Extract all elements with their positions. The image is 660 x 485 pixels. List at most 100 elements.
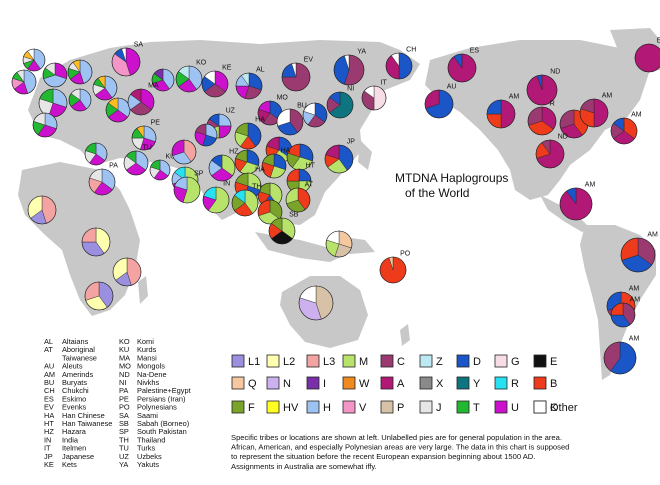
pie-label: ND bbox=[558, 134, 568, 141]
pie-ke: KE bbox=[201, 65, 232, 98]
pie-outline bbox=[361, 85, 387, 111]
abbreviation-name: Polynesians bbox=[137, 403, 177, 412]
pie-th: TH bbox=[231, 184, 261, 217]
pie-outline bbox=[194, 123, 218, 147]
abbreviation-name: Aleuts bbox=[62, 362, 83, 371]
title-line: MTDNA Haplogroups bbox=[395, 171, 508, 185]
abbreviation-code: YA bbox=[119, 460, 128, 469]
abbreviation-entry: AT Aboriginal bbox=[44, 345, 95, 354]
pie-outline bbox=[81, 227, 111, 257]
pie-unlabelled bbox=[11, 69, 37, 95]
abbreviation-name: Buryats bbox=[62, 378, 87, 387]
pie-bu: BU bbox=[276, 103, 307, 136]
pie-label: UZ bbox=[226, 108, 236, 115]
legend-label: C bbox=[397, 356, 405, 368]
legend-label: X bbox=[436, 378, 444, 390]
pie-label: TH bbox=[252, 184, 261, 191]
pie-unlabelled bbox=[171, 139, 197, 165]
pie-label: SP bbox=[194, 171, 204, 178]
pie-outline bbox=[234, 122, 262, 150]
legend-item-a: A bbox=[380, 376, 405, 390]
pie-outline bbox=[285, 187, 311, 213]
abbreviation-name: Kets bbox=[62, 460, 77, 469]
legend-swatch bbox=[380, 376, 394, 390]
pie-outline bbox=[603, 341, 637, 375]
pie-label: YA bbox=[357, 49, 366, 56]
pie-outline bbox=[151, 68, 175, 92]
pie-outline bbox=[257, 199, 283, 225]
pie-label: IT bbox=[381, 80, 388, 87]
legend-item-c: C bbox=[380, 354, 405, 368]
pie-ko: KO bbox=[175, 60, 207, 93]
abbreviation-code: KE bbox=[44, 460, 54, 469]
legend-swatch bbox=[456, 354, 470, 368]
pie-label: TU bbox=[143, 145, 152, 152]
legend-swatch bbox=[342, 354, 356, 368]
pie-outline bbox=[149, 159, 171, 181]
legend-item-d: D bbox=[456, 354, 481, 368]
pie-jp: JP bbox=[324, 139, 355, 174]
abbreviation-code: KU bbox=[119, 345, 129, 354]
abbreviation-code: SB bbox=[119, 419, 129, 428]
legend-label: L1 bbox=[248, 356, 260, 368]
pie-label: NI bbox=[347, 86, 354, 93]
legend-item-g: G bbox=[494, 354, 520, 368]
legend-swatch bbox=[456, 400, 470, 414]
abbreviation-code: ES bbox=[44, 394, 54, 403]
legend-label: D bbox=[473, 356, 481, 368]
pie-mo: MO bbox=[257, 95, 289, 126]
pie-outline bbox=[281, 62, 311, 92]
abbreviation-name: Nivkhs bbox=[137, 378, 159, 387]
pie-po: PO bbox=[379, 251, 411, 284]
pie-outline bbox=[610, 117, 638, 145]
legend-swatch bbox=[231, 400, 245, 414]
pie-outline bbox=[27, 195, 57, 225]
legend-item-n: N bbox=[266, 376, 291, 390]
pie-outline bbox=[84, 281, 114, 311]
abbreviation-entry: BU Buryats bbox=[44, 378, 87, 387]
pie-am: AM bbox=[610, 297, 640, 328]
pie-label: MO bbox=[277, 95, 289, 102]
pie-outline bbox=[634, 43, 660, 73]
legend-swatch bbox=[306, 400, 320, 414]
pie-nd: ND bbox=[535, 134, 568, 169]
abbreviation-code: MO bbox=[119, 362, 131, 371]
abbreviation-name: Mansi bbox=[137, 353, 157, 362]
pie-outline bbox=[111, 47, 141, 77]
pie-unlabelled bbox=[298, 285, 334, 321]
pie-unlabelled bbox=[92, 75, 118, 101]
pie-am: AM bbox=[620, 232, 658, 273]
legend-item-u: U bbox=[494, 400, 519, 414]
abbreviation-entry: KO Komi bbox=[119, 337, 154, 346]
pie-r: R bbox=[527, 101, 557, 136]
legend-swatch bbox=[494, 400, 508, 414]
abbreviation-name: Han Chinese bbox=[62, 411, 105, 420]
pie-unlabelled bbox=[234, 149, 260, 175]
legend-swatch bbox=[533, 376, 547, 390]
legend-item-l3: L3 bbox=[306, 354, 335, 368]
title-line: of the World bbox=[405, 186, 469, 200]
pie-outline bbox=[235, 72, 263, 100]
pie-label: HA bbox=[255, 167, 265, 174]
pie-sb: SB bbox=[268, 212, 299, 245]
abbreviation-name: Aboriginal bbox=[62, 345, 95, 354]
pie-label: HT bbox=[306, 163, 316, 170]
legend-swatch bbox=[419, 400, 433, 414]
pie-unlabelled bbox=[302, 102, 328, 128]
pie-label: ND bbox=[550, 69, 560, 76]
legend-label: R bbox=[511, 378, 519, 390]
pie-unlabelled bbox=[151, 68, 175, 92]
abbreviation-name: Persians (Iran) bbox=[137, 394, 185, 403]
abbreviation-name: Evenks bbox=[62, 403, 87, 412]
abbreviation-entry: CH Chukchi bbox=[44, 386, 89, 395]
pie-outline bbox=[261, 153, 287, 179]
abbreviation-entry: ES Eskimo bbox=[44, 394, 86, 403]
legend-item-r: R bbox=[494, 376, 519, 390]
pie-pa: PA bbox=[88, 163, 118, 196]
abbreviation-name: Han Taiwanese bbox=[62, 419, 112, 428]
pie-unlabelled bbox=[325, 230, 353, 258]
pie-label: AM bbox=[509, 94, 520, 101]
legend-item-b: B bbox=[533, 376, 557, 390]
legend-item-m: M bbox=[342, 354, 368, 368]
legend-label: Z bbox=[436, 356, 443, 368]
